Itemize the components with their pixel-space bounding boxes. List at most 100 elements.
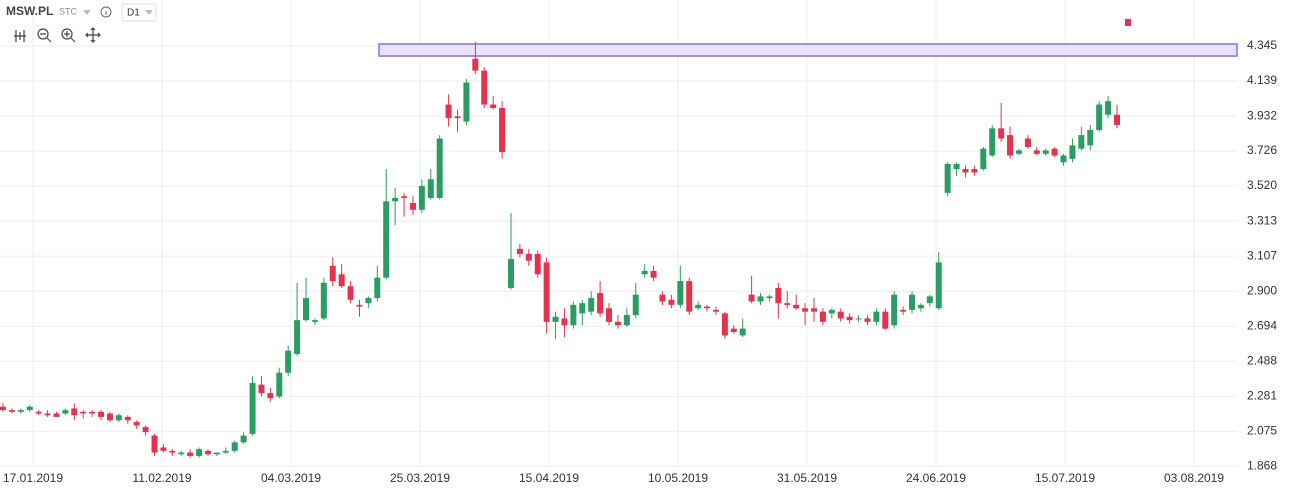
candle-body: [953, 163, 960, 170]
candle-body: [1069, 145, 1076, 159]
x-tick-label: 03.08.2019: [1164, 471, 1224, 485]
candle-body: [44, 413, 51, 416]
candle-body: [775, 287, 782, 304]
candle-body: [142, 427, 149, 433]
candle-body: [891, 294, 898, 326]
toolbar: [14, 27, 101, 43]
candle-body: [231, 442, 238, 451]
candle-body: [71, 408, 78, 416]
candle-body: [383, 201, 390, 278]
x-tick-label: 17.01.2019: [3, 471, 63, 485]
candle-body: [356, 304, 363, 307]
candle-body: [427, 179, 434, 198]
candle-body: [721, 313, 728, 336]
candle-body: [730, 328, 737, 333]
candle-body: [971, 169, 978, 173]
candle-body: [989, 128, 996, 156]
x-tick-label: 15.04.2019: [519, 471, 579, 485]
candle-body: [285, 350, 292, 373]
candle-body: [499, 107, 506, 153]
candle-body: [409, 203, 416, 210]
candle-body: [240, 435, 247, 443]
candle-body: [748, 294, 755, 302]
candle-body: [944, 163, 951, 193]
candle-body: [1015, 150, 1022, 154]
symbol[interactable]: MSW.PL: [6, 4, 53, 18]
candle-body: [579, 303, 586, 314]
candle-body: [472, 58, 479, 71]
y-tick-label: 2.281: [1247, 389, 1277, 403]
info-icon[interactable]: [100, 6, 112, 18]
candle-body: [106, 413, 113, 421]
x-tick-label: 11.02.2019: [132, 471, 191, 485]
candle-body: [1033, 150, 1040, 154]
interval-dropdown[interactable]: [145, 10, 153, 15]
candle-body: [187, 452, 194, 456]
y-tick-label: 3.313: [1247, 213, 1277, 227]
y-tick-label: 4.345: [1247, 38, 1277, 52]
candle-body: [89, 411, 96, 414]
zone-layer: [378, 43, 1238, 57]
candle-body: [757, 296, 764, 302]
y-tick-label: 2.075: [1247, 423, 1277, 437]
candle-body: [17, 410, 24, 412]
candle-body: [338, 274, 345, 287]
candle-body: [418, 186, 425, 210]
candle-body: [124, 416, 131, 421]
candle-body: [766, 296, 773, 299]
candle-body: [445, 104, 452, 119]
candle-body: [704, 306, 711, 309]
x-tick-label: 10.05.2019: [648, 471, 708, 485]
candle-body: [1042, 150, 1049, 154]
candle-body: [650, 270, 657, 278]
candle-body: [276, 372, 283, 397]
zoom-out[interactable]: [37, 28, 49, 40]
zoom-out-icon: [40, 33, 52, 43]
candle-body: [695, 304, 702, 309]
y-tick-label: 2.488: [1247, 353, 1277, 367]
candle-body: [926, 296, 933, 304]
candle-body: [436, 138, 443, 198]
candle-body: [115, 415, 122, 421]
candle-body: [1051, 148, 1058, 156]
candle-body: [623, 315, 630, 326]
candle-body: [454, 116, 461, 119]
candle-body: [525, 253, 532, 261]
candle-body: [392, 197, 399, 202]
market[interactable]: STC: [59, 6, 78, 16]
market-dropdown[interactable]: [83, 10, 91, 15]
candle-body: [1024, 138, 1031, 147]
x-tick-label: 24.06.2019: [906, 471, 966, 485]
candle-body: [597, 292, 604, 314]
candle-body: [793, 304, 800, 309]
candle-body: [846, 316, 853, 321]
candle-body: [998, 128, 1005, 139]
candle-body: [320, 282, 327, 319]
interval-select[interactable]: [121, 3, 157, 22]
candle-body: [837, 311, 844, 319]
candle-body: [35, 411, 42, 414]
candle-body: [828, 309, 835, 314]
candle-body: [0, 406, 6, 411]
interval[interactable]: D1: [127, 8, 140, 19]
candle-body: [516, 248, 523, 254]
candle-tool[interactable]: [14, 30, 26, 42]
candle-body: [267, 393, 274, 399]
candle-body: [53, 413, 60, 417]
candle-body: [151, 435, 158, 453]
candle-body: [935, 262, 942, 309]
candle-body: [365, 298, 372, 304]
candle-body: [133, 421, 140, 426]
candle-body: [80, 411, 87, 414]
y-tick-label: 4.139: [1247, 73, 1277, 87]
candle-body: [570, 304, 577, 326]
candle-body: [463, 82, 470, 122]
candle-body: [668, 299, 675, 305]
zoom-in-icon: [64, 31, 76, 43]
candle-body: [329, 265, 336, 282]
zoom-in[interactable]: [61, 28, 73, 40]
pan-tool[interactable]: [85, 27, 101, 43]
alert-marker[interactable]: [1125, 19, 1131, 26]
candle-body: [900, 309, 907, 312]
